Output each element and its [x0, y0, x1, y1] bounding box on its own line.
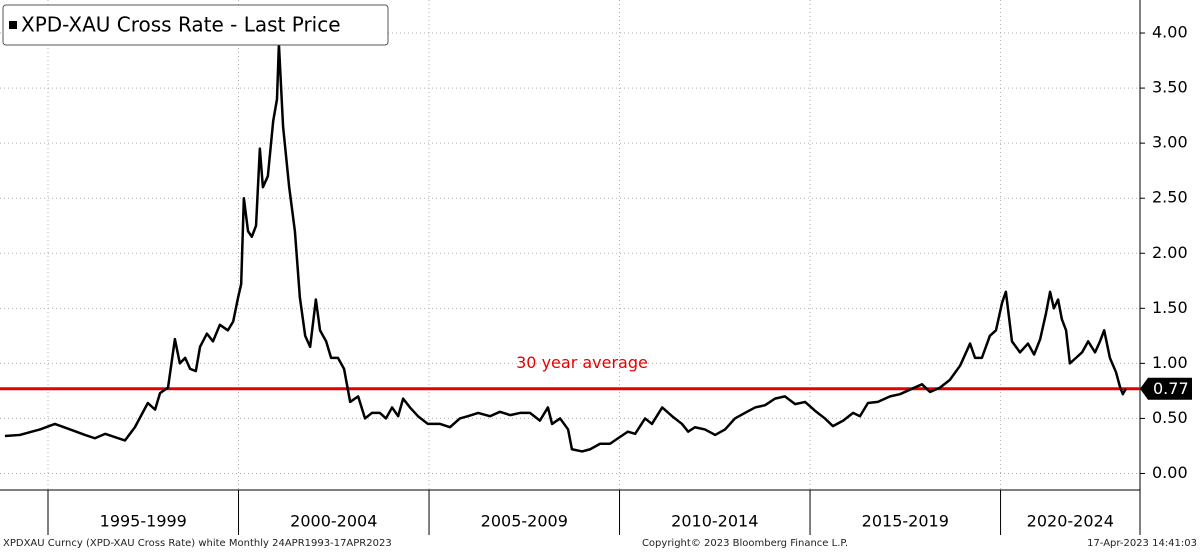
legend-box [2, 4, 389, 46]
legend: XPD-XAU Cross Rate - Last Price [2, 4, 389, 46]
footer-left: XPDXAU Curncy (XPD-XAU Cross Rate) white… [3, 538, 392, 549]
average-tag: 0.77 [1140, 377, 1192, 400]
series-line [4, 42, 1127, 453]
x-tick-label: 2010-2014 [671, 512, 758, 531]
x-tick-label: 1995-1999 [100, 512, 187, 531]
average-tag-label: 0.77 [1153, 379, 1189, 398]
y-tick-label: 0.00 [1152, 463, 1188, 482]
y-tick-label: 0.50 [1152, 408, 1188, 427]
footer-center: Copyright© 2023 Bloomberg Finance L.P. [642, 538, 848, 549]
x-tick-label: 2015-2019 [862, 512, 949, 531]
annotation: 30 year average [516, 353, 648, 372]
footer-right: 17-Apr-2023 14:41:03 [1087, 538, 1197, 549]
x-tick-label: 2000-2004 [290, 512, 377, 531]
x-tick-label: 2005-2009 [481, 512, 568, 531]
y-tick-label: 1.50 [1152, 298, 1188, 317]
y-tick-label: 1.00 [1152, 353, 1188, 372]
y-tick-label: 2.00 [1152, 243, 1188, 262]
y-tick-label: 3.50 [1152, 78, 1188, 97]
x-tick-label: 2020-2024 [1027, 512, 1114, 531]
y-tick-label: 2.50 [1152, 188, 1188, 207]
average-tag-box [1140, 377, 1192, 400]
legend-swatch [9, 21, 17, 29]
y-tick-label: 4.00 [1152, 23, 1188, 42]
legend-label: XPD-XAU Cross Rate - Last Price [21, 13, 341, 37]
y-tick-label: 3.00 [1152, 133, 1188, 152]
